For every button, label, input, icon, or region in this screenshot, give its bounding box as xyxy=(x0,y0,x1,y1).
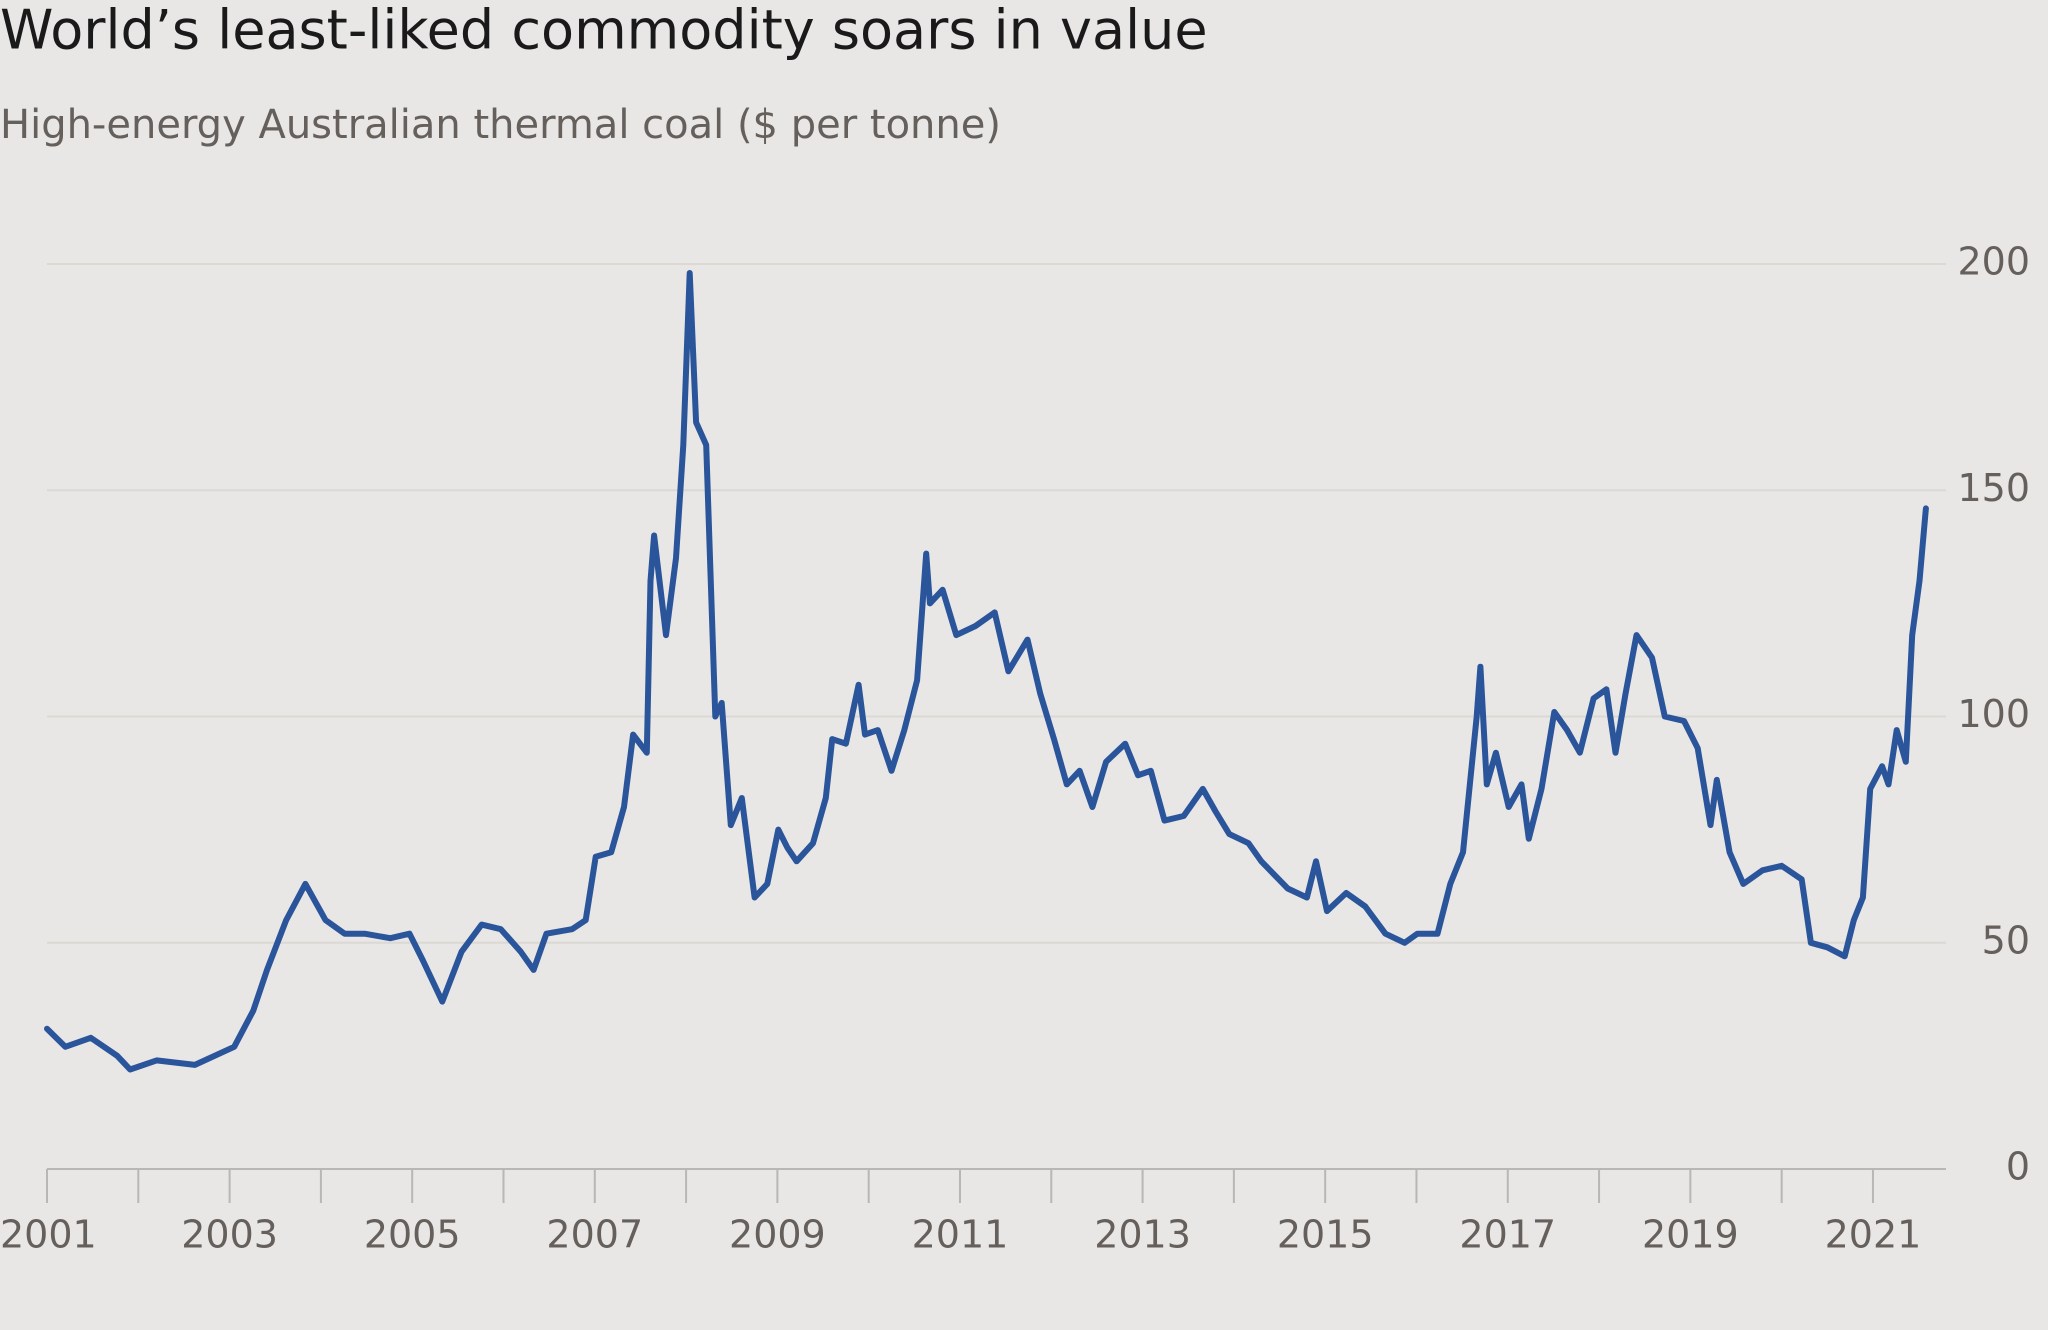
x-tick-label: 2021 xyxy=(1825,1213,1922,1257)
x-tick-label: 2003 xyxy=(181,1213,278,1257)
x-tick-label: 2011 xyxy=(912,1213,1009,1257)
x-tick-label: 2005 xyxy=(364,1213,461,1257)
x-tick-label: 2007 xyxy=(546,1213,643,1257)
x-tick-label: 2015 xyxy=(1277,1213,1374,1257)
data-line xyxy=(44,270,1929,1073)
x-tick-label: 2009 xyxy=(729,1213,826,1257)
chart-title: World’s least-liked commodity soars in v… xyxy=(0,0,1208,62)
chart-subtitle: High-energy Australian thermal coal ($ p… xyxy=(0,102,1001,148)
x-tick-label: 2019 xyxy=(1642,1213,1739,1257)
x-tick-label: 2013 xyxy=(1094,1213,1191,1257)
y-tick-label: 200 xyxy=(1957,240,2030,284)
y-tick-label: 100 xyxy=(1957,692,2030,736)
y-tick-label: 150 xyxy=(1957,466,2030,510)
x-tick-label: 2001 xyxy=(0,1213,97,1257)
y-tick-label: 0 xyxy=(2006,1145,2030,1189)
x-tick-label: 2017 xyxy=(1459,1213,1556,1257)
y-tick-label: 50 xyxy=(1982,918,2030,962)
